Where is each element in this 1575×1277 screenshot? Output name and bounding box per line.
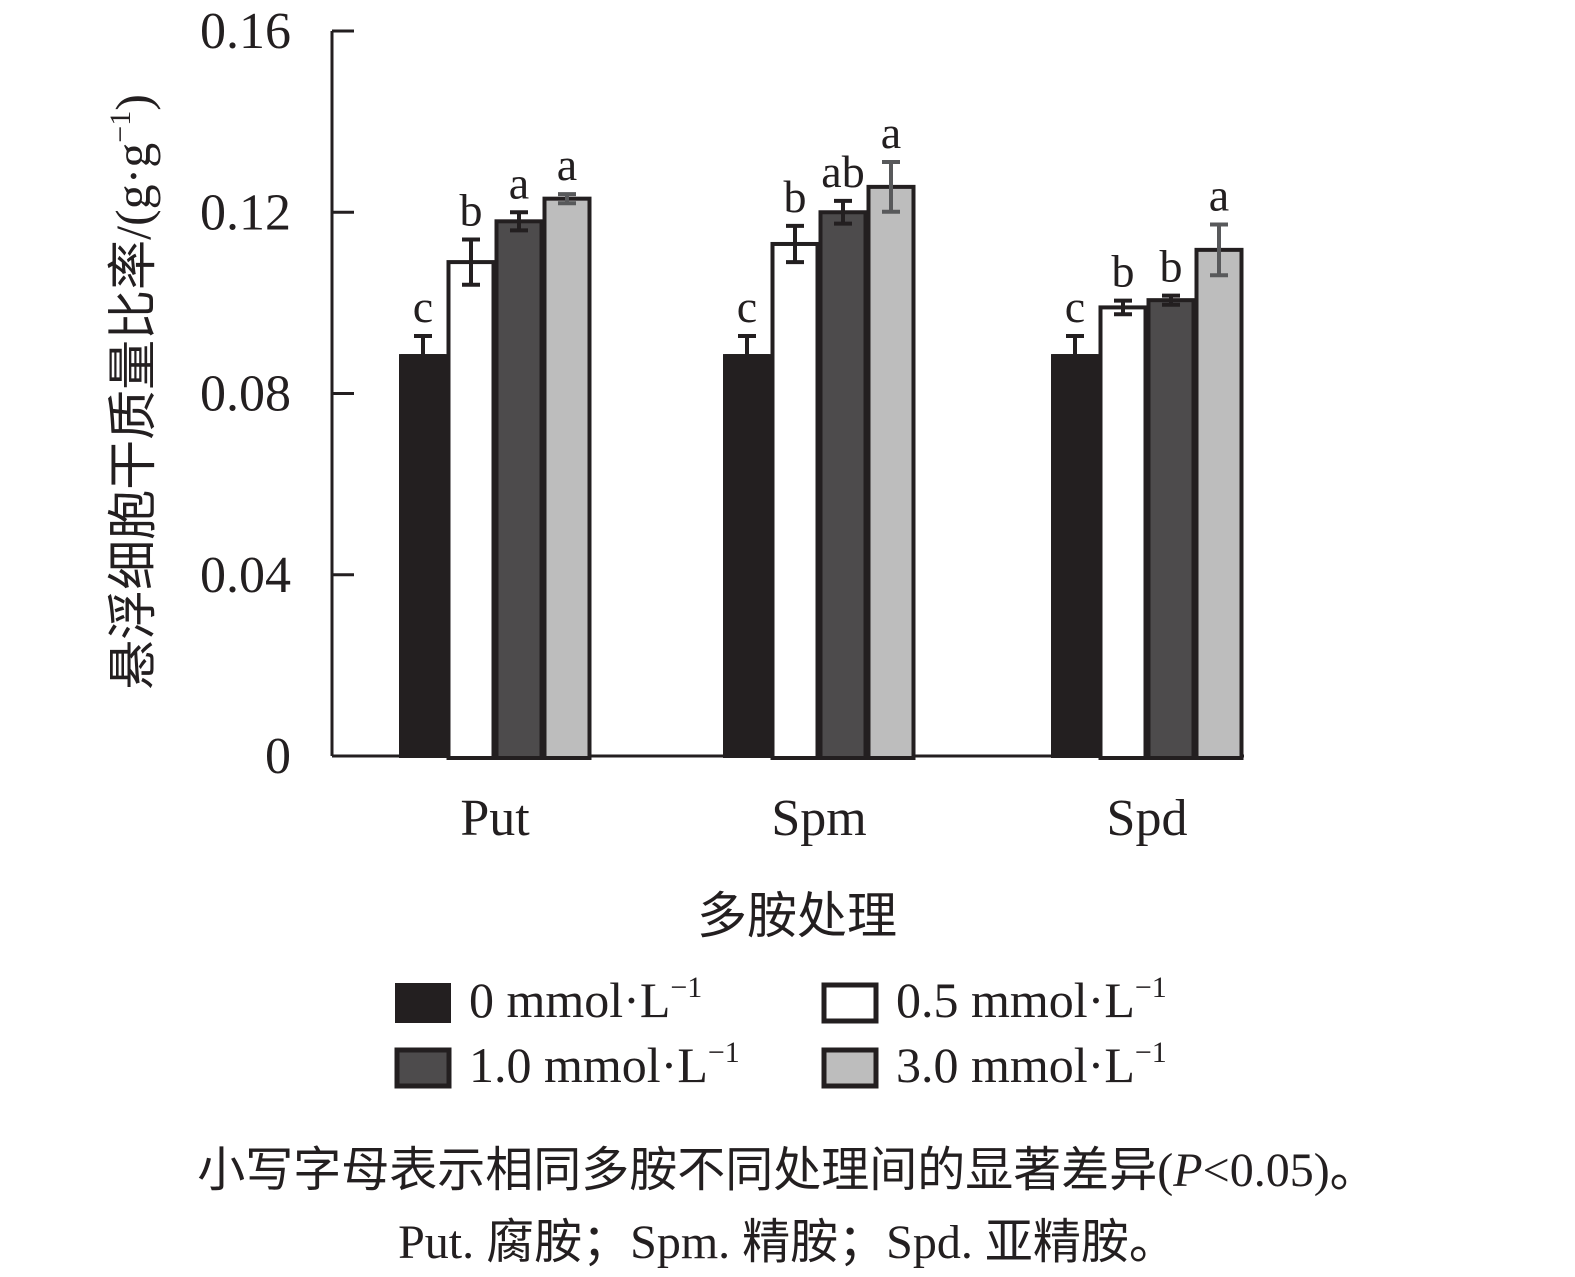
bar-spm-1 bbox=[770, 241, 820, 760]
y-tick-label: 0.04 bbox=[200, 547, 291, 604]
legend-label-main: 0.5 mmol·L bbox=[896, 972, 1135, 1028]
significance-letter: c bbox=[413, 281, 433, 332]
legend-label-sup: −1 bbox=[670, 971, 702, 1004]
legend-label-main: 1.0 mmol·L bbox=[469, 1037, 708, 1093]
y-axis-title-main: 悬浮细胞干质量比率/(g·g bbox=[105, 143, 161, 690]
y-tick-label: 0.16 bbox=[200, 3, 291, 60]
legend-label: 1.0 mmol·L−1 bbox=[469, 1036, 740, 1093]
legend-label-main: 3.0 mmol·L bbox=[896, 1037, 1135, 1093]
caption-1-post: <0.05)。 bbox=[1202, 1144, 1378, 1197]
y-axis-title: 悬浮细胞干质量比率/(g·g−1) bbox=[104, 94, 161, 690]
bar-put-2 bbox=[494, 219, 544, 760]
y-axis-title-close: ) bbox=[105, 94, 161, 111]
figure-caption-significance: 小写字母表示相同多胺不同处理间的显著差异(P<0.05)。 bbox=[0, 1130, 1575, 1200]
legend-label-main: 0 mmol·L bbox=[469, 972, 670, 1028]
bar-put-3 bbox=[542, 196, 592, 760]
bar-spm-3 bbox=[866, 184, 916, 760]
legend-label: 0 mmol·L−1 bbox=[469, 971, 702, 1028]
bar-put-1 bbox=[446, 260, 496, 760]
x-tick-label: Spm bbox=[771, 790, 866, 847]
y-axis-title-sup: −1 bbox=[104, 111, 137, 143]
significance-letter: b bbox=[784, 171, 807, 222]
legend-swatch bbox=[821, 982, 879, 1024]
y-tick-label: 0.12 bbox=[200, 184, 291, 241]
bar-spd-1 bbox=[1098, 305, 1148, 760]
x-tick-label: Spd bbox=[1107, 790, 1188, 847]
x-axis-title: 多胺处理 bbox=[697, 888, 897, 944]
legend-label: 0.5 mmol·L−1 bbox=[896, 971, 1167, 1028]
caption-1-p: P bbox=[1173, 1144, 1203, 1197]
legend-label-sup: −1 bbox=[1135, 971, 1167, 1004]
x-tick-label: Put bbox=[460, 790, 530, 847]
legend-swatch bbox=[821, 1047, 879, 1089]
legend-swatch bbox=[394, 1047, 452, 1089]
bar-fill-put-0 bbox=[399, 354, 447, 758]
legend-swatch-fill bbox=[395, 983, 451, 1023]
bar-spm-2 bbox=[818, 210, 868, 760]
caption-1-pre: 小写字母表示相同多胺不同处理间的显著差异( bbox=[197, 1144, 1174, 1197]
y-tick-label: 0 bbox=[265, 728, 291, 785]
bar-spd-2 bbox=[1146, 298, 1196, 760]
significance-letter: a bbox=[881, 107, 901, 158]
significance-letter: a bbox=[1209, 169, 1229, 220]
bar-fill-spd-0 bbox=[1051, 354, 1099, 758]
legend-label: 3.0 mmol·L−1 bbox=[896, 1036, 1167, 1093]
y-axis: 0 0.04 0.08 0.12 0.16 bbox=[200, 3, 354, 785]
significance-letter: b bbox=[1112, 246, 1135, 297]
significance-letter: a bbox=[557, 139, 577, 190]
x-axis-labels: Put Spm Spd bbox=[460, 790, 1187, 847]
bar-spd-3 bbox=[1194, 247, 1244, 760]
legend-label-sup: −1 bbox=[1135, 1036, 1167, 1069]
significance-letter: c bbox=[737, 281, 757, 332]
bar-fill-spm-0 bbox=[723, 354, 771, 758]
y-tick-label: 0.08 bbox=[200, 366, 291, 423]
figure-caption-abbreviations: Put. 腐胺；Spm. 精胺；Spd. 亚精胺。 bbox=[398, 1216, 1177, 1269]
significance-letter: c bbox=[1065, 281, 1085, 332]
significance-letter: a bbox=[509, 157, 529, 208]
legend: 0 mmol·L−1 0.5 mmol·L−11.0 mmol·L−1 3.0 mm… bbox=[394, 971, 1167, 1093]
legend-label-sup: −1 bbox=[708, 1036, 740, 1069]
significance-letter: b bbox=[460, 184, 483, 235]
significance-letter: b bbox=[1160, 241, 1183, 292]
significance-letter: ab bbox=[821, 146, 864, 197]
